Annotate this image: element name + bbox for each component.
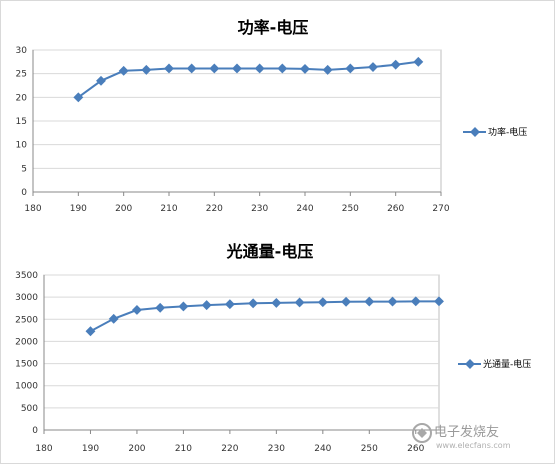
series-line [77, 60, 419, 99]
legend-1-marker [470, 127, 480, 137]
data-point [201, 300, 212, 311]
data-point [164, 63, 174, 74]
chart-2-y-axis: 0 500 1000 1500 2000 2500 3000 3500 [15, 271, 45, 436]
x-tick-label: 190 [82, 444, 99, 454]
data-point [118, 65, 129, 76]
y-tick-label: 0 [32, 426, 38, 436]
x-tick-label: 200 [115, 204, 132, 214]
data-point [410, 296, 421, 307]
data-point [141, 64, 152, 75]
y-tick-label: 15 [16, 117, 27, 127]
chart-1-x-axis: 180 190 200 210 220 230 240 250 260 270 [24, 191, 450, 214]
chart-1-legend: 功率-电压 [463, 126, 527, 138]
y-tick-label: 2000 [15, 337, 38, 347]
x-tick-label: 220 [206, 204, 223, 214]
data-point [364, 296, 375, 307]
chart-1-title: 功率-电压 [238, 18, 309, 37]
data-point [96, 75, 106, 86]
data-point [224, 299, 235, 310]
y-tick-label: 1500 [15, 360, 38, 370]
y-tick-label: 25 [16, 70, 27, 80]
data-point [232, 63, 242, 74]
legend-2-marker [465, 359, 475, 369]
data-point [294, 297, 305, 308]
x-tick-label: 180 [24, 204, 41, 214]
data-point [248, 298, 259, 309]
data-point [73, 92, 84, 103]
chart-power-voltage: 功率-电压 0 5 10 15 20 25 30 180 190 200 210 220 230 240… [16, 18, 528, 214]
x-tick-label: 240 [314, 444, 331, 454]
x-tick-label: 230 [251, 204, 268, 214]
x-tick-label: 220 [221, 444, 238, 454]
legend-2-label: 光通量-电压 [483, 358, 531, 370]
data-point [209, 63, 220, 74]
x-tick-label: 260 [387, 204, 404, 214]
series-line [90, 300, 439, 333]
x-tick-label: 240 [296, 204, 313, 214]
x-tick-label: 180 [35, 444, 52, 454]
x-tick-label: 210 [175, 444, 192, 454]
chart-2-x-axis: 180 190 200 210 220 230 240 250 260 [35, 429, 439, 454]
y-tick-label: 500 [21, 404, 38, 414]
data-point [341, 296, 352, 307]
data-point [178, 301, 189, 312]
y-tick-label: 10 [16, 141, 28, 151]
y-tick-label: 20 [16, 93, 28, 103]
chart-2-series [85, 296, 444, 337]
elecfans-logo-icon [412, 423, 432, 443]
data-point [131, 305, 142, 315]
chart-2-plot-area [43, 274, 440, 431]
data-point [434, 296, 444, 307]
y-tick-label: 3000 [15, 293, 38, 303]
x-tick-label: 260 [407, 444, 424, 454]
watermark-url: www.elecfans.com [436, 441, 511, 450]
chart-1-y-axis: 0 5 10 15 20 25 30 [16, 46, 34, 198]
watermark: 电子发烧友 www.elecfans.com [412, 423, 511, 450]
x-tick-label: 250 [342, 204, 359, 214]
y-tick-label: 3500 [15, 271, 38, 281]
x-tick-label: 250 [361, 444, 378, 454]
y-tick-label: 2500 [15, 315, 38, 325]
legend-1-label: 功率-电压 [488, 126, 527, 138]
x-tick-label: 230 [268, 444, 285, 454]
data-point [317, 297, 328, 308]
data-point [271, 297, 282, 308]
data-point [155, 302, 166, 313]
x-tick-label: 210 [160, 204, 177, 214]
y-tick-label: 5 [21, 164, 27, 174]
y-tick-label: 0 [21, 188, 27, 198]
x-tick-label: 200 [128, 444, 145, 454]
chart-2-title: 光通量-电压 [226, 242, 314, 261]
x-tick-label: 190 [70, 204, 87, 214]
chart-2-legend: 光通量-电压 [458, 358, 531, 370]
data-point [186, 63, 197, 74]
y-tick-label: 30 [16, 46, 28, 56]
y-tick-label: 1000 [15, 382, 38, 392]
x-tick-label: 270 [432, 204, 449, 214]
watermark-name: 电子发烧友 [434, 424, 499, 440]
data-point [387, 296, 398, 307]
